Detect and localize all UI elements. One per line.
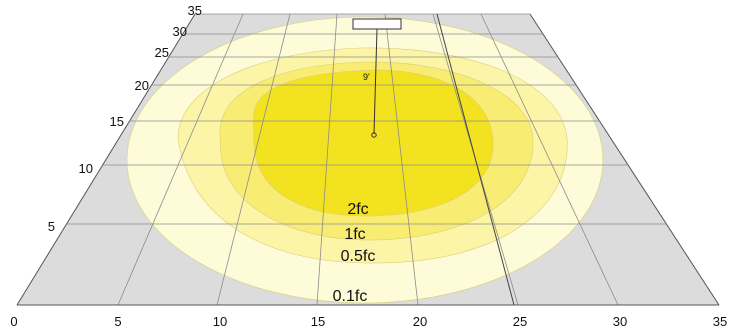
x-tick-30: 30 (613, 314, 627, 329)
x-tick-15: 15 (311, 314, 325, 329)
x-tick-20: 20 (413, 314, 427, 329)
y-tick-15: 15 (110, 114, 124, 129)
grid-line-x-2 (216, 13, 291, 306)
light-fixture: 9' (352, 18, 402, 138)
fixture-box (352, 18, 402, 30)
guide-line (436, 13, 515, 306)
y-tick-25: 25 (155, 45, 169, 60)
label-0.5fc: 0.5fc (341, 248, 376, 265)
contour-group (126, 16, 604, 304)
x-tick-5: 5 (114, 314, 121, 329)
y-tick-35: 35 (188, 3, 202, 18)
grid-line-x-4 (384, 13, 419, 306)
grid-line-x-0 (16, 13, 196, 306)
grid-line-x-7 (529, 13, 720, 306)
fixture-center-point (371, 132, 377, 138)
fixture-stem (373, 28, 378, 135)
y-tick-20: 20 (135, 78, 149, 93)
contour-labels: 2fc 1fc 0.5fc 0.1fc (333, 201, 376, 305)
mount-height-label: 9' (363, 72, 370, 82)
grid-line-x-1 (117, 13, 244, 306)
grid-line-x-6 (480, 13, 619, 306)
label-2fc: 2fc (347, 201, 368, 218)
x-tick-25: 25 (513, 314, 527, 329)
x-tick-0: 0 (10, 314, 17, 329)
x-tick-35: 35 (713, 314, 727, 329)
label-0.1fc: 0.1fc (333, 288, 368, 305)
y-tick-30: 30 (173, 24, 187, 39)
y-tick-5: 5 (48, 219, 55, 234)
y-tick-10: 10 (79, 161, 93, 176)
x-tick-10: 10 (213, 314, 227, 329)
label-1fc: 1fc (344, 226, 365, 243)
grid-line-x-3 (316, 13, 338, 306)
y-axis-tick-labels: 5 10 15 20 25 30 35 (48, 3, 202, 234)
grid-lines (16, 13, 720, 306)
x-axis-tick-labels: 0 5 10 15 20 25 30 35 (10, 314, 727, 329)
